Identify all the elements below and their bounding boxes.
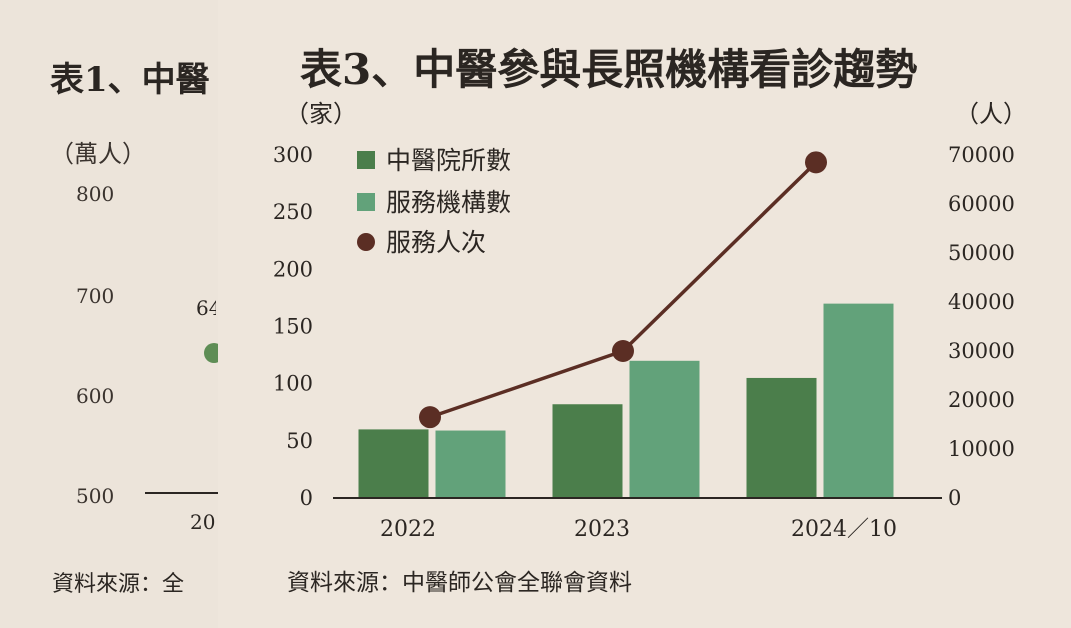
right-y-tick-label: 50000 xyxy=(948,241,1015,265)
line-point xyxy=(419,406,441,429)
right-y-tick-label: 60000 xyxy=(948,192,1015,216)
background-x-tick: 20 xyxy=(190,510,216,534)
background-y-unit: （萬人） xyxy=(50,140,146,168)
background-y-tick: 700 xyxy=(76,284,115,308)
left-y-tick-label: 250 xyxy=(273,200,313,224)
right-y-tick-label: 70000 xyxy=(948,143,1015,167)
left-y-tick-label: 300 xyxy=(273,143,313,167)
bar-clinics xyxy=(552,404,623,498)
right-y-tick-label: 0 xyxy=(948,486,961,510)
left-y-tick-label: 50 xyxy=(286,429,313,453)
background-source: 資料來源：全 xyxy=(52,572,185,597)
background-y-tick: 800 xyxy=(76,182,115,206)
bar-institutions xyxy=(435,430,506,498)
background-y-tick: 600 xyxy=(76,384,115,408)
right-y-tick-label: 40000 xyxy=(948,290,1015,314)
background-y-tick: 500 xyxy=(76,484,115,508)
bar-clinics xyxy=(358,429,429,498)
legend-swatch xyxy=(357,151,375,169)
x-tick-label: 2022 xyxy=(380,517,436,542)
left-axis-unit: （家） xyxy=(285,100,357,128)
line-point xyxy=(612,340,634,362)
background-data-label: 64 xyxy=(196,296,216,320)
x-tick-label: 2023 xyxy=(574,517,630,542)
left-y-tick-label: 200 xyxy=(273,257,313,281)
background-figure-title: 表1、中醫 xyxy=(50,60,210,100)
bar-institutions xyxy=(629,360,700,498)
right-y-tick-label: 30000 xyxy=(948,339,1015,363)
legend-marker xyxy=(357,233,375,251)
bar-clinics xyxy=(746,377,817,498)
legend-label: 服務機構數 xyxy=(386,188,511,217)
chart-source: 資料來源：中醫師公會全聯會資料 xyxy=(287,570,632,596)
bar-institutions xyxy=(823,303,894,498)
left-y-tick-label: 0 xyxy=(300,486,313,510)
foreground-figure-panel xyxy=(218,0,1071,628)
legend-swatch xyxy=(357,193,375,211)
left-y-tick-label: 150 xyxy=(273,315,313,339)
legend-label: 中醫院所數 xyxy=(386,146,511,175)
right-axis-unit: （人） xyxy=(955,100,1027,128)
line-point xyxy=(805,151,827,174)
right-y-tick-label: 20000 xyxy=(948,388,1015,412)
left-y-tick-label: 100 xyxy=(273,372,313,396)
x-tick-label: 2024／10 xyxy=(791,517,897,542)
background-x-axis xyxy=(145,492,220,494)
chart-title: 表3、中醫參與長照機構看診趨勢 xyxy=(300,45,918,94)
right-y-tick-label: 10000 xyxy=(948,437,1015,461)
legend-label: 服務人次 xyxy=(386,228,486,257)
